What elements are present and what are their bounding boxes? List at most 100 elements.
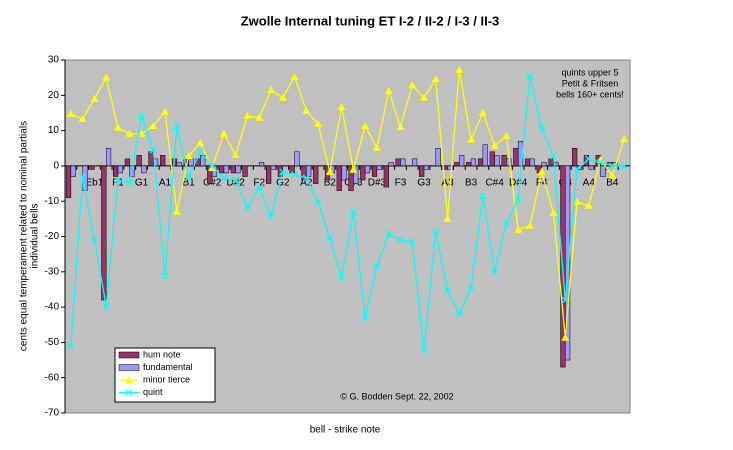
x-tick-label: F4 [536,178,548,189]
bar [188,158,194,167]
bar [553,162,559,167]
x-tick-label: B4 [606,178,619,189]
marker [396,123,405,131]
marker [420,93,429,101]
marker [102,302,110,310]
marker [138,112,145,120]
marker [149,122,158,130]
y-tick-label: -20 [45,231,60,242]
bar [218,165,225,174]
marker [314,198,322,206]
marker [161,272,169,280]
bar [588,165,594,170]
marker [585,155,593,163]
annotation: Petit & Fritsen [562,78,619,88]
marker [349,208,357,216]
marker [173,122,181,130]
bar [383,165,389,188]
bar [470,158,477,167]
bar [105,148,112,167]
marker [137,129,146,137]
bar [482,144,488,167]
marker [126,179,134,187]
marker [102,73,111,81]
y-tick-label: -40 [45,302,60,313]
y-tick-label: 30 [48,55,60,66]
marker [219,129,228,137]
marker [549,208,558,216]
bar [600,165,606,177]
marker [514,196,522,204]
bar [388,162,394,167]
marker [185,174,193,182]
bar [89,165,95,170]
bar [258,162,265,167]
marker [372,143,381,151]
marker [550,152,557,160]
line [70,75,625,350]
bar [313,165,319,184]
marker [444,286,452,294]
marker [243,111,252,119]
y-axis-title-line: cents equal temperament related to nomin… [19,121,30,351]
bar [341,165,347,181]
y-axis-title: cents equal temperament related to nomin… [19,121,41,351]
bar [242,165,248,177]
legend-label: fundamental [143,362,193,372]
x-tick-label: G1 [135,178,149,189]
marker [349,165,358,173]
marker [255,184,263,192]
bar [117,165,123,174]
y-tick-label: -30 [45,266,60,277]
bar [160,155,166,167]
bar [113,165,119,177]
marker [314,119,323,127]
marker [361,122,370,130]
bar [477,158,484,167]
marker [325,167,334,175]
marker [455,65,464,73]
marker [208,164,217,172]
marker [67,342,75,350]
marker [573,165,581,173]
marker [538,124,546,132]
bar [489,151,495,167]
marker [455,310,463,318]
marker [573,197,582,205]
marker [525,221,534,229]
marker [196,138,205,146]
bar [136,155,142,167]
bar [395,158,401,167]
bar [294,151,300,167]
marker [385,230,393,238]
marker [125,129,134,137]
marker [78,114,87,122]
marker [479,192,487,200]
marker [584,201,593,209]
marker [302,106,311,114]
legend-label: quint [143,387,163,397]
marker [432,228,440,236]
bar [101,165,107,301]
marker [172,207,181,215]
bar [376,165,382,170]
x-axis-title: bell - strike note [310,425,381,436]
x-tick-label: B2 [324,178,337,189]
marker [208,162,216,170]
bar [124,158,130,167]
bar [70,165,76,177]
marker [408,238,416,246]
annotation: quints upper 5 [561,67,618,77]
x-tick-label: B3 [465,178,478,189]
bar [459,155,465,167]
bar [423,165,429,170]
legend-marker [125,376,133,383]
y-tick-label: 20 [48,90,60,101]
bar [435,148,441,167]
bar [353,165,359,184]
x-tick-label: Eb1 [86,178,104,189]
marker [231,150,240,158]
bar [524,158,531,167]
bar [411,158,418,167]
